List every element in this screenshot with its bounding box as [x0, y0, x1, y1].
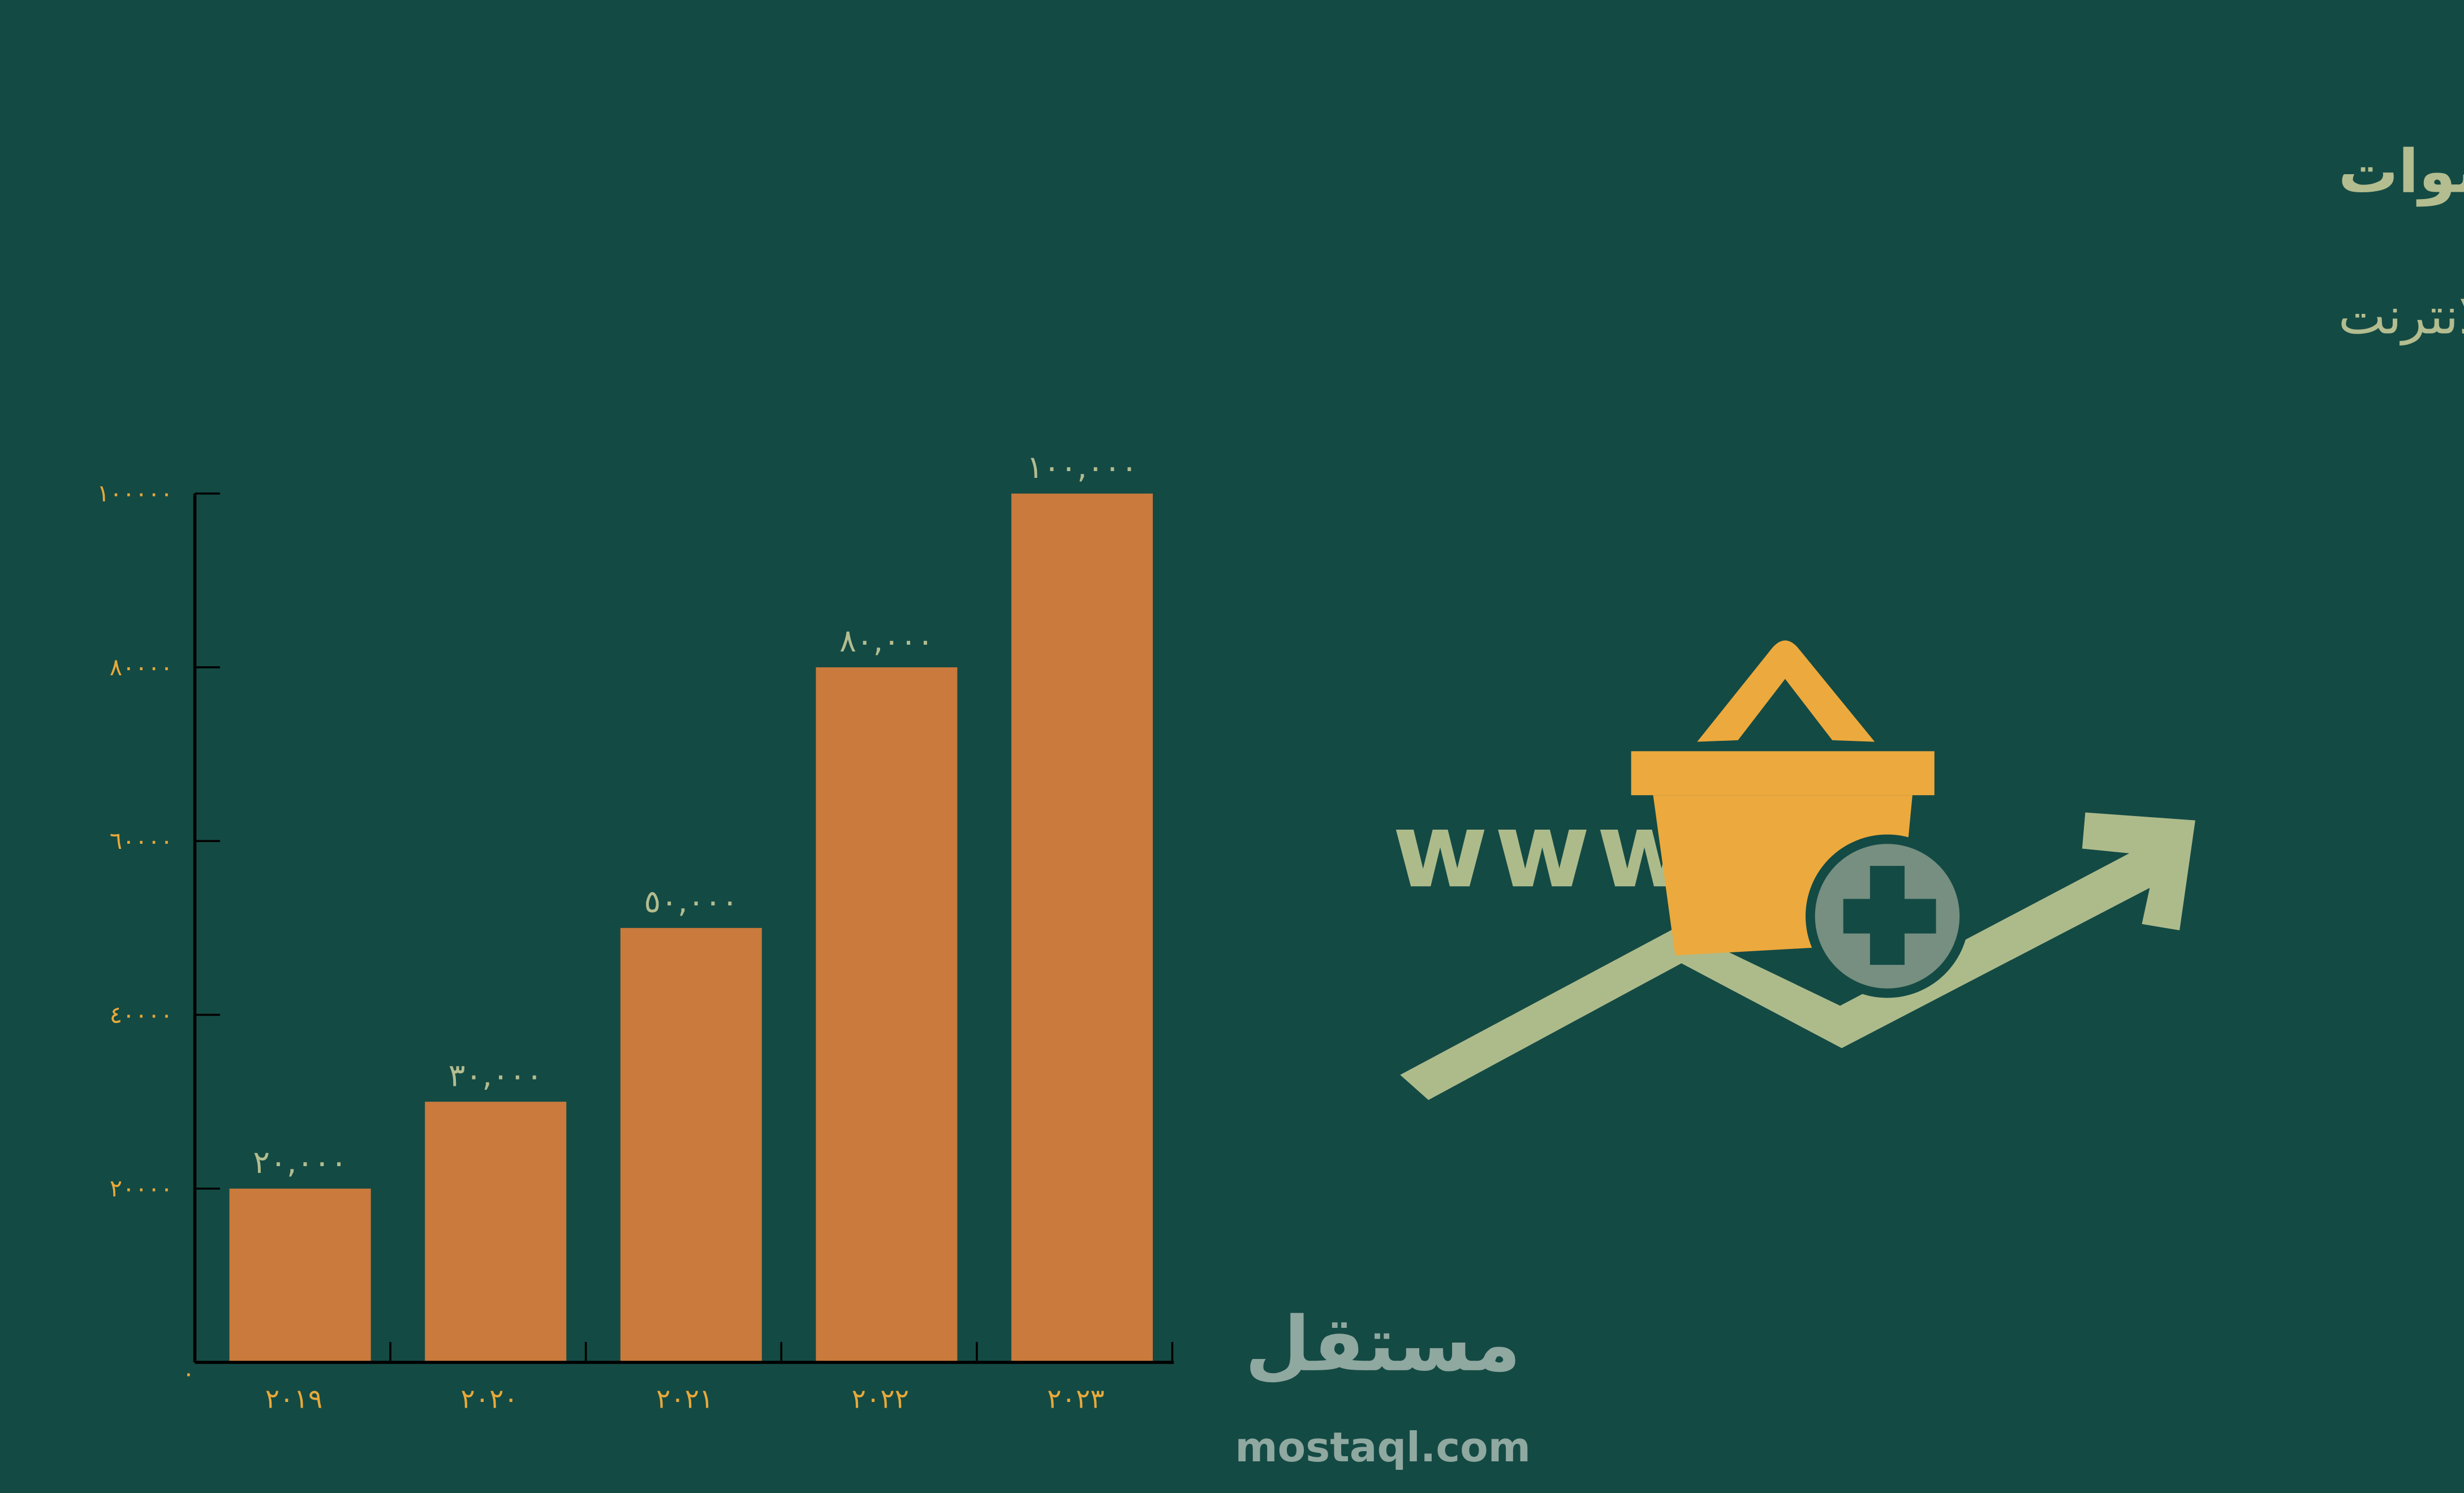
- y-tick-label: ٤٠٠٠٠: [110, 1000, 173, 1028]
- www-text: www: [1392, 791, 1698, 911]
- data-label: ٢٠,٠٠٠: [253, 1144, 347, 1181]
- y-tick-label: ٨٠٠٠٠: [110, 653, 173, 681]
- chart-subtitle: المبيعات عبر الانترنت: [2338, 286, 2464, 346]
- y-tick-label: ٢٠٠٠٠: [110, 1175, 173, 1202]
- watermark: مستقل mostaql.com: [1235, 1301, 1531, 1472]
- data-label: ٨٠,٠٠٠: [839, 623, 934, 659]
- x-tick-label: ٢٠١٩: [265, 1384, 322, 1415]
- data-label: ٣٠,٠٠٠: [449, 1057, 543, 1094]
- bar-2: [620, 927, 762, 1362]
- online-sales-illustration: www: [1392, 640, 2195, 1101]
- data-label: ١٠٠,٠٠٠: [1027, 449, 1138, 486]
- x-tick-label: ٢٠٢٣: [1047, 1384, 1104, 1415]
- chart-title: احصائية أداء الشركة خلال اخر ٥ سنوات: [2338, 132, 2464, 206]
- y-tick-label: ٠: [182, 1359, 195, 1387]
- watermark-arabic: مستقل: [1245, 1301, 1521, 1388]
- shopping-basket-icon: [1631, 640, 1935, 956]
- y-tick-label: ١٠٠٠٠٠: [97, 480, 173, 507]
- x-tick-label: ٢٠٢١: [656, 1384, 713, 1415]
- y-tick-label: ٦٠٠٠٠: [110, 827, 173, 855]
- x-tick-label: ٢٠٢٠: [460, 1384, 518, 1415]
- x-tick-label: ٢٠٢٢: [852, 1384, 909, 1415]
- watermark-latin: mostaql.com: [1235, 1424, 1531, 1472]
- bar-3: [816, 667, 958, 1362]
- bar-4: [1011, 493, 1153, 1362]
- bar-0: [229, 1188, 371, 1362]
- bar-chart: ٢٠,٠٠٠ ٢٠١٩ ٣٠,٠٠٠ ٢٠٢٠ ٥٠,٠٠٠ ٢٠٢١ ٨٠,٠٠٠ ٢٠٢٢…: [97, 449, 1174, 1415]
- data-label: ٥٠,٠٠٠: [644, 883, 738, 920]
- trend-arrow-icon: [1400, 812, 2195, 1101]
- bar-1: [425, 1102, 567, 1362]
- plus-badge-icon: [1805, 834, 1969, 998]
